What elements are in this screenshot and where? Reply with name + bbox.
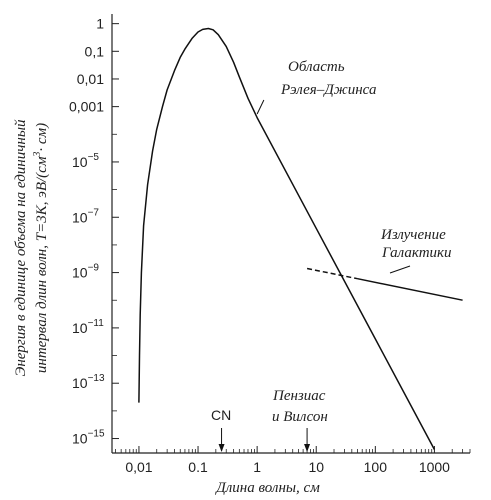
galaxy-line — [357, 277, 463, 301]
x-tick-label: 1 — [253, 459, 261, 475]
x-tick-label: 1000 — [419, 459, 450, 475]
galaxy-label-line1: Излучение — [380, 227, 446, 243]
cn-arrow-head — [218, 444, 225, 452]
y-tick-label: 1 — [96, 16, 104, 32]
x-tick-label: 0,01 — [125, 459, 152, 475]
cn-label: CN — [211, 407, 231, 423]
x-axis-label: Длина волны, см — [214, 480, 320, 496]
series — [138, 27, 463, 452]
annotations: Область Рэлея–Джинса Излучение Галактики… — [211, 59, 452, 425]
galaxy-pointer — [389, 265, 411, 274]
y-tick-label: 10−13 — [72, 373, 105, 391]
y-axis-label-line2: интервал длин волн, T=3K, эВ/(см3· см) — [32, 123, 50, 373]
x-tick-label: 0.1 — [188, 459, 208, 475]
galaxy-dashed-line — [306, 267, 358, 280]
rayleigh-pointer — [256, 99, 265, 115]
y-axis-label-line1: Энергия в единице объема на единичный — [13, 119, 29, 376]
galaxy-label-line2: Галактики — [381, 245, 452, 261]
y-tick-label: 0,1 — [85, 43, 105, 59]
rayleigh-label-line2: Рэлея–Джинса — [280, 82, 376, 98]
penzias-label-line1: Пензиас — [272, 388, 326, 404]
y-tick-label: 10−15 — [72, 429, 105, 447]
y-tick-label: 0,001 — [69, 99, 104, 115]
y-tick-label: 0,01 — [77, 71, 104, 87]
y-tick-label: 10−11 — [72, 318, 104, 336]
y-tick-label: 10−9 — [72, 263, 99, 281]
axes — [111, 14, 470, 454]
blackbody-curve — [138, 27, 436, 450]
x-tick-label: 10 — [308, 459, 324, 475]
y-tick-label: 10−5 — [72, 152, 99, 170]
y-tick-label: 10−7 — [72, 207, 99, 225]
ticks: 0,01 0.1 1 10 100 1000 1 0,1 0,01 0,001 10−5 10−7 10… — [69, 16, 471, 475]
rayleigh-label-line1: Область — [288, 59, 345, 75]
penzias-arrow-head — [304, 444, 311, 452]
x-tick-label: 100 — [364, 459, 388, 475]
penzias-label-line2: и Вилсон — [272, 409, 328, 425]
